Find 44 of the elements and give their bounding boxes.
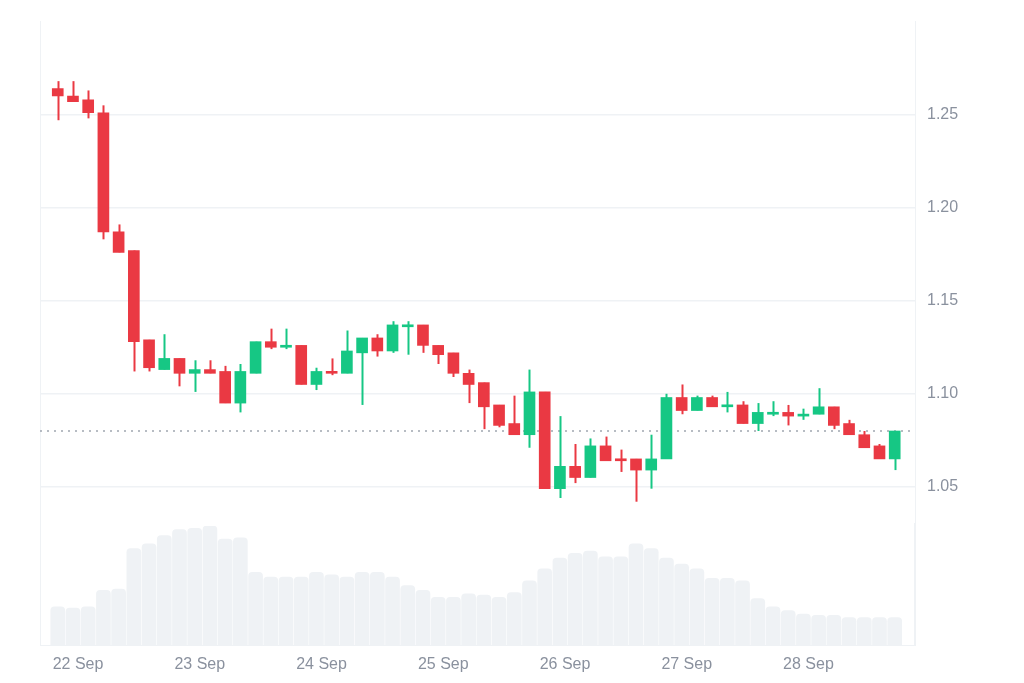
candlestick	[751, 402, 764, 432]
candlestick	[158, 333, 171, 371]
candlestick	[447, 351, 460, 379]
candlestick	[721, 390, 734, 414]
y-tick-label: 1.20	[927, 198, 959, 216]
candlestick	[341, 329, 353, 375]
candlestick	[614, 448, 627, 473]
candlestick	[630, 457, 642, 503]
x-tick-label: 23 Sep	[174, 655, 226, 673]
candlestick	[462, 368, 475, 405]
candlestick	[645, 433, 658, 490]
x-tick-label: 26 Sep	[539, 655, 591, 673]
candlestick	[675, 383, 688, 416]
candlestick	[508, 394, 521, 436]
x-tick-label: 22 Sep	[52, 655, 104, 673]
candlestick	[432, 344, 445, 366]
candlestick	[599, 435, 612, 462]
candlestick	[112, 223, 125, 254]
x-tick-label: 24 Sep	[296, 655, 347, 673]
candlestick	[569, 443, 581, 485]
candlestick	[280, 327, 292, 351]
y-tick-label: 1.10	[927, 384, 959, 402]
candlestick	[188, 359, 201, 393]
y-tick-label: 1.15	[927, 291, 959, 309]
x-tick-label: 25 Sep	[417, 655, 469, 673]
candlestick	[51, 80, 64, 122]
x-tick-label: 27 Sep	[661, 655, 713, 673]
candlestick	[82, 89, 95, 120]
candlestick	[173, 357, 186, 388]
candlestick	[356, 336, 368, 406]
candlestick	[264, 327, 277, 351]
y-tick-label: 1.25	[927, 105, 959, 123]
candlestick	[812, 387, 825, 416]
candlestick	[67, 80, 79, 103]
candlestick	[828, 405, 840, 431]
candlestick	[782, 403, 795, 427]
candlestick	[554, 415, 566, 499]
x-tick-label: 28 Sep	[783, 655, 834, 673]
candlestick	[417, 323, 429, 354]
candlestick	[736, 400, 749, 425]
y-tick-label: 1.05	[927, 477, 959, 495]
candlestick	[401, 320, 414, 356]
candlestick	[310, 366, 323, 392]
candlestick	[371, 333, 384, 358]
